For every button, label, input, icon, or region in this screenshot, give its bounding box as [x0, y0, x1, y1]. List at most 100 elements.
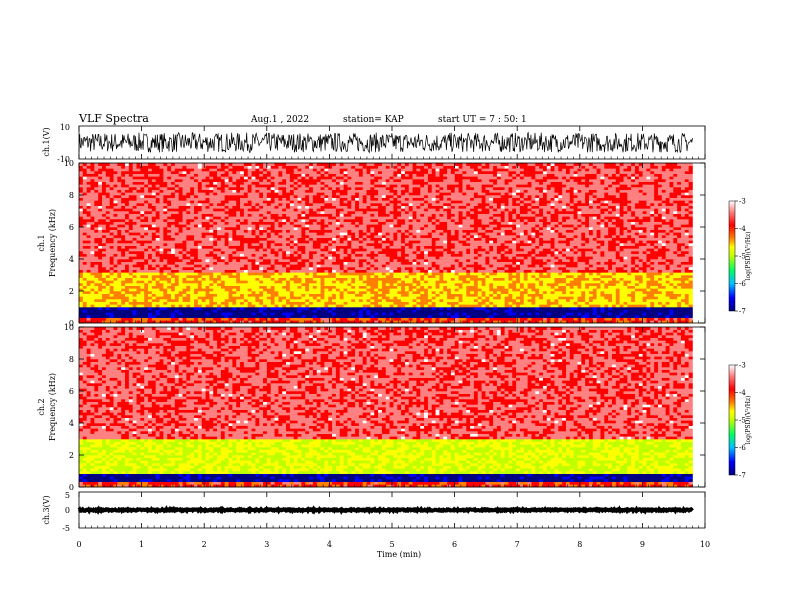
spectrogram-cell: [634, 264, 640, 268]
spectrogram-cell: [393, 272, 398, 276]
spectrogram-cell: [573, 304, 578, 308]
spectrogram-cell: [293, 275, 298, 278]
spectrogram-cell: [151, 307, 156, 310]
spectrogram-cell: [466, 264, 471, 268]
spectrogram-cell: [393, 293, 398, 297]
spectrogram-cell: [450, 312, 456, 316]
spectrogram-cell: [546, 296, 551, 300]
spectrogram-cell: [351, 259, 356, 262]
spectrogram-cell: [677, 307, 682, 310]
spectrogram-cell: [263, 320, 268, 324]
spectrogram-cell: [470, 299, 475, 302]
spectrogram-cell: [266, 259, 272, 262]
spectrogram-cell: [527, 288, 532, 292]
spectrogram-cell: [424, 317, 429, 321]
spectrogram-cell: [79, 317, 84, 321]
spectrogram-cell: [282, 272, 287, 276]
spectrogram-cell: [266, 285, 272, 289]
spectrogram-cell: [182, 288, 187, 292]
spectrogram-cell: [677, 267, 682, 270]
spectrogram-cell: [435, 304, 440, 308]
spectrogram-cell: [527, 251, 532, 254]
spectrogram-cell: [680, 269, 686, 273]
spectrogram-cell: [504, 267, 509, 270]
spectrogram-cell: [496, 269, 502, 273]
spectrogram-cell: [312, 307, 318, 310]
spectrogram-cell: [385, 296, 390, 300]
spectrogram-cell: [684, 251, 689, 254]
spectrogram-cell: [688, 312, 693, 316]
spectrogram-cell: [90, 277, 95, 281]
spectrogram-cell: [263, 256, 268, 260]
spectrogram-cell: [351, 269, 356, 273]
spectrogram-cell: [493, 317, 498, 321]
spectrogram-cell: [255, 256, 260, 260]
spectrogram-cell: [447, 259, 452, 262]
spectrogram-cell: [443, 248, 448, 252]
spectrogram-cell: [654, 304, 659, 308]
spectrogram-cell: [163, 272, 168, 276]
spectrogram-cell: [573, 288, 578, 292]
spectrogram-cell: [516, 283, 521, 286]
spectrogram-cell: [592, 293, 597, 297]
spectrogram-cell: [523, 248, 528, 252]
spectrogram-cell: [611, 307, 617, 310]
spectrogram-cell: [539, 320, 544, 324]
spectrogram-cell: [404, 261, 410, 265]
spectrogram-cell: [642, 251, 647, 254]
spectrogram-cell: [596, 240, 601, 244]
spectrogram-cell: [297, 267, 302, 270]
spectrogram-cell: [209, 320, 214, 324]
spectrogram-cell: [546, 283, 551, 286]
spectrogram-cell: [631, 315, 636, 318]
spectrogram-cell: [631, 261, 636, 265]
spectrogram-cell: [128, 288, 133, 292]
spectrogram-cell: [458, 293, 463, 297]
spectrogram-cell: [473, 269, 479, 273]
spectrogram-cell: [458, 280, 463, 284]
spectrogram-cell: [393, 299, 398, 302]
spectrogram-cell: [623, 312, 628, 316]
spectrogram-cell: [447, 256, 452, 260]
spectrogram-cell: [634, 248, 640, 252]
spectrogram-cell: [301, 309, 306, 313]
spectrogram-cell: [182, 280, 187, 284]
spectrogram-cell: [378, 259, 383, 262]
spectrogram-cell: [335, 301, 341, 305]
spectrogram-cell: [408, 307, 413, 310]
spectrogram-cell: [355, 264, 360, 268]
spectrogram-cell: [420, 288, 425, 292]
spectrogram-cell: [531, 307, 536, 310]
spectrogram-cell: [542, 288, 548, 292]
spectrogram-cell: [581, 264, 586, 268]
spectrogram-cell: [381, 307, 387, 310]
spectrogram-cell: [197, 283, 202, 286]
spectrogram-cell: [550, 293, 555, 297]
spectrogram-cell: [243, 267, 248, 270]
spectrogram-cell: [366, 253, 371, 257]
spectrogram-cell: [328, 269, 333, 273]
spectrogram-cell: [404, 269, 410, 273]
spectrogram-cell: [447, 317, 452, 321]
spectrogram-cell: [631, 291, 636, 294]
spectrogram-cell: [427, 277, 433, 281]
spectrogram-cell: [496, 315, 502, 318]
spectrogram-cell: [443, 312, 448, 316]
spectrogram-cell: [669, 309, 674, 313]
spectrogram-cell: [144, 243, 149, 246]
spectrogram-cell: [148, 261, 153, 265]
spectrogram-cell: [539, 264, 544, 268]
spectrogram-cell: [546, 312, 551, 316]
spectrogram-cell: [121, 245, 126, 249]
spectrogram-cell: [121, 256, 126, 260]
spectrogram-cell: [466, 307, 471, 310]
spectrogram-cell: [358, 285, 364, 289]
spectrogram-cell: [527, 256, 532, 260]
spectrogram-cell: [477, 307, 482, 310]
spectrogram-cell: [144, 320, 149, 324]
spectrogram-cell: [374, 259, 379, 262]
spectrogram-cell: [186, 299, 191, 302]
spectrogram-cell: [554, 269, 559, 273]
spectrogram-cell: [362, 285, 367, 289]
spectrogram-cell: [638, 309, 643, 313]
